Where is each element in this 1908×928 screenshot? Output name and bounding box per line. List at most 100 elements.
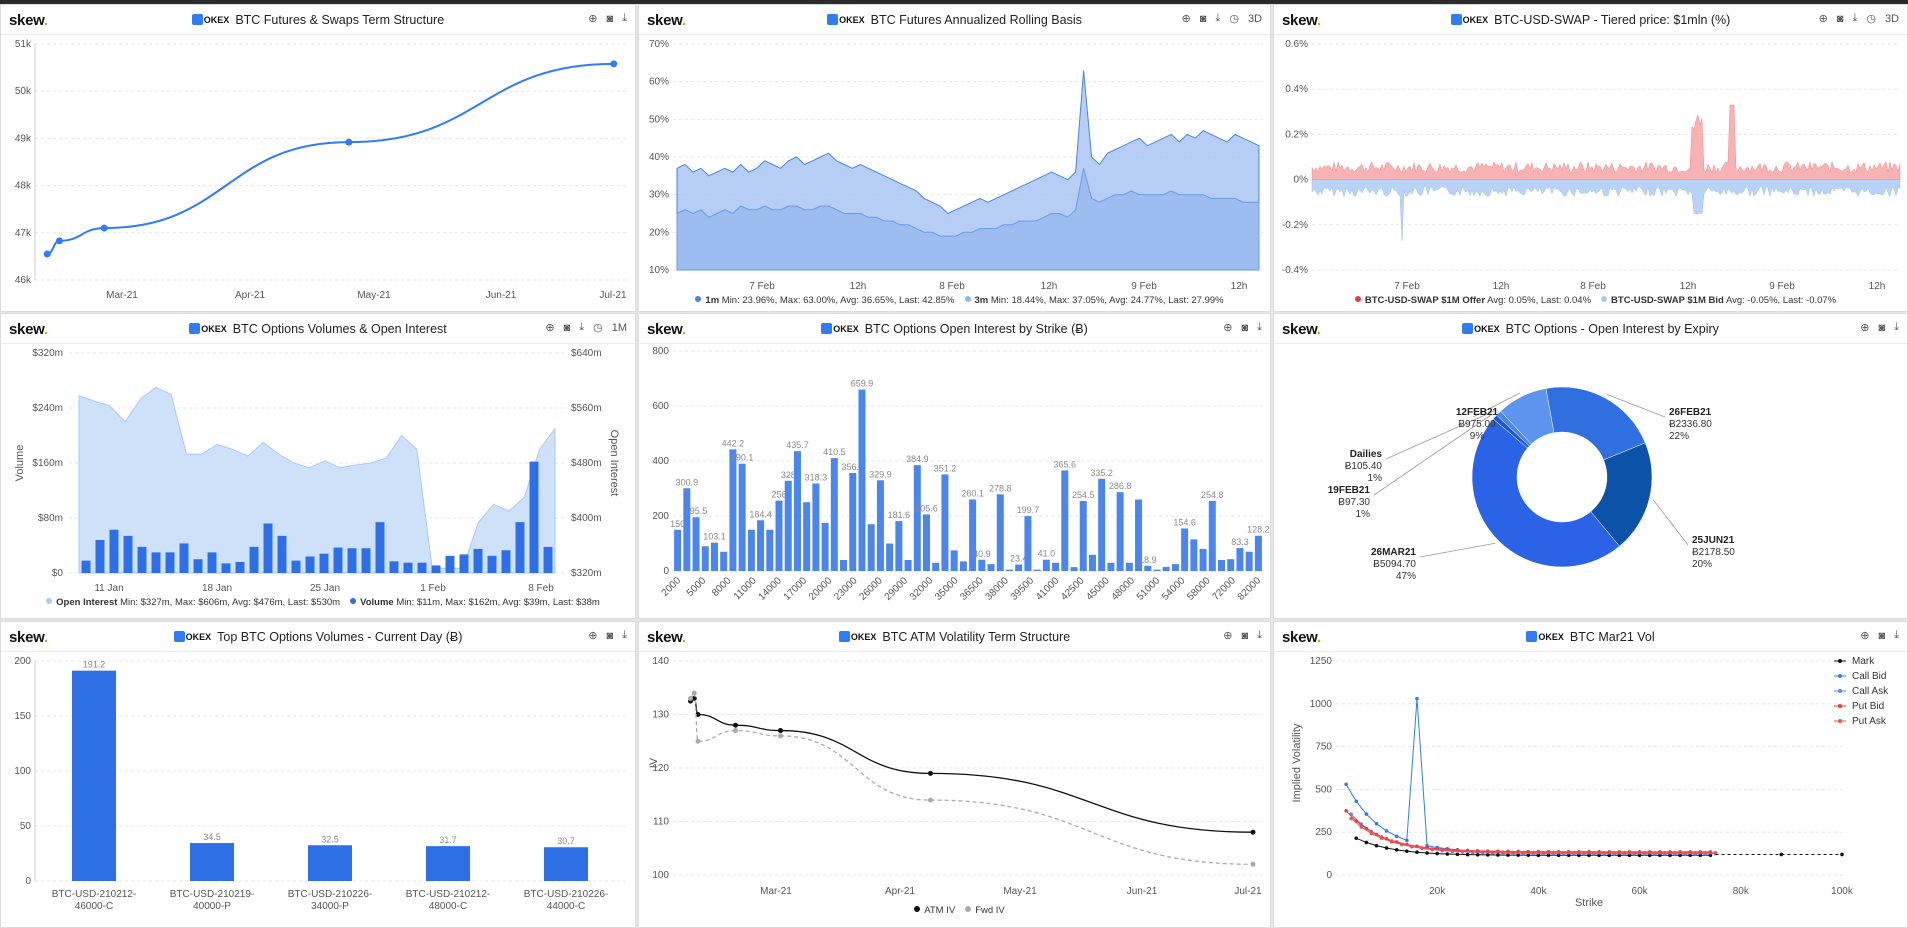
data-point[interactable] bbox=[1516, 853, 1520, 857]
volume-bar[interactable] bbox=[375, 522, 385, 573]
data-point[interactable] bbox=[688, 695, 693, 701]
data-point[interactable] bbox=[1627, 853, 1632, 858]
strike-bar[interactable] bbox=[1199, 549, 1207, 571]
data-point[interactable] bbox=[1460, 849, 1465, 854]
data-point[interactable] bbox=[1708, 853, 1713, 858]
strike-bar[interactable] bbox=[867, 524, 875, 571]
data-point[interactable] bbox=[1410, 844, 1414, 849]
data-point[interactable] bbox=[1384, 829, 1389, 833]
volume-bar[interactable] bbox=[193, 559, 203, 573]
strike-bar[interactable] bbox=[757, 520, 765, 571]
strike-bar[interactable] bbox=[1107, 562, 1115, 571]
data-point[interactable] bbox=[1359, 825, 1364, 829]
data-point[interactable] bbox=[1779, 852, 1784, 857]
strike-bar[interactable] bbox=[720, 551, 728, 571]
data-point[interactable] bbox=[1637, 853, 1642, 858]
strike-bar[interactable] bbox=[969, 499, 977, 571]
volume-bar[interactable] bbox=[487, 555, 497, 573]
camera-icon[interactable]: ◙ bbox=[1241, 321, 1249, 334]
volume-bar[interactable] bbox=[165, 552, 175, 573]
data-point[interactable] bbox=[1475, 852, 1480, 857]
volume-bar[interactable] bbox=[361, 548, 371, 573]
strike-bar[interactable] bbox=[784, 480, 792, 571]
strike-bar[interactable] bbox=[913, 465, 921, 571]
strike-bar[interactable] bbox=[775, 500, 783, 571]
data-point[interactable] bbox=[695, 738, 701, 744]
data-point[interactable] bbox=[1415, 696, 1419, 701]
strike-bar[interactable] bbox=[738, 463, 746, 571]
strike-bar[interactable] bbox=[1015, 564, 1023, 571]
data-point[interactable] bbox=[1536, 853, 1541, 858]
strike-bar[interactable] bbox=[1245, 551, 1253, 571]
data-point[interactable] bbox=[1612, 850, 1617, 855]
data-point[interactable] bbox=[1425, 851, 1429, 855]
download-icon[interactable]: ⤓ bbox=[622, 629, 627, 641]
strike-bar[interactable] bbox=[1070, 567, 1078, 571]
strike-bar[interactable] bbox=[950, 550, 958, 571]
strike-bar[interactable] bbox=[793, 451, 801, 571]
data-point[interactable] bbox=[1526, 853, 1531, 857]
data-point[interactable] bbox=[1607, 853, 1612, 858]
volume-bar[interactable] bbox=[426, 846, 470, 881]
strike-bar[interactable] bbox=[1181, 528, 1189, 571]
strike-bar[interactable] bbox=[1061, 470, 1069, 571]
data-point[interactable] bbox=[1399, 842, 1404, 847]
data-point[interactable] bbox=[1405, 838, 1409, 843]
volume-bar[interactable] bbox=[263, 523, 273, 574]
data-point[interactable] bbox=[1561, 850, 1566, 855]
strike-bar[interactable] bbox=[858, 389, 866, 571]
strike-bar[interactable] bbox=[747, 529, 755, 571]
volume-bar[interactable] bbox=[529, 461, 539, 573]
data-point[interactable] bbox=[1678, 853, 1682, 858]
strike-bar[interactable] bbox=[1227, 559, 1235, 571]
volume-bar[interactable] bbox=[515, 522, 525, 573]
strike-bar[interactable] bbox=[1153, 569, 1161, 571]
data-point[interactable] bbox=[1389, 840, 1394, 844]
volume-bar[interactable] bbox=[249, 546, 259, 573]
data-point[interactable] bbox=[1597, 853, 1601, 858]
camera-icon[interactable]: ◙ bbox=[606, 629, 614, 642]
volume-bar[interactable] bbox=[417, 562, 427, 573]
pie-slice[interactable] bbox=[1500, 388, 1555, 445]
data-point[interactable] bbox=[1668, 853, 1672, 858]
data-point[interactable] bbox=[1622, 850, 1627, 855]
volume-bar[interactable] bbox=[389, 561, 399, 573]
data-point[interactable] bbox=[345, 138, 353, 146]
data-point[interactable] bbox=[1450, 848, 1455, 853]
camera-icon[interactable]: ◙ bbox=[1199, 12, 1207, 25]
strike-bar[interactable] bbox=[1024, 516, 1032, 571]
legend-item[interactable]: Put Ask bbox=[1852, 716, 1887, 727]
pie-slice[interactable] bbox=[1471, 418, 1620, 568]
data-point[interactable] bbox=[1617, 853, 1622, 858]
strike-bar[interactable] bbox=[1218, 560, 1226, 571]
data-point[interactable] bbox=[691, 690, 697, 696]
strike-bar[interactable] bbox=[941, 474, 949, 571]
legend-item[interactable]: Put Bid bbox=[1852, 701, 1884, 712]
data-point[interactable] bbox=[1511, 850, 1515, 855]
data-point[interactable] bbox=[610, 60, 618, 68]
camera-icon[interactable]: ◙ bbox=[1878, 321, 1886, 334]
add-icon[interactable]: ⊕ bbox=[1860, 630, 1870, 642]
strike-bar[interactable] bbox=[821, 522, 829, 571]
strike-bar[interactable] bbox=[1208, 500, 1216, 571]
data-point[interactable] bbox=[1364, 840, 1369, 845]
download-icon[interactable]: ⤓ bbox=[622, 12, 627, 24]
volume-bar[interactable] bbox=[109, 529, 119, 573]
add-icon[interactable]: ⊕ bbox=[1860, 322, 1870, 334]
data-point[interactable] bbox=[1647, 853, 1652, 858]
data-point[interactable] bbox=[1546, 853, 1551, 858]
data-point[interactable] bbox=[928, 770, 933, 776]
data-point[interactable] bbox=[778, 733, 783, 739]
data-point[interactable] bbox=[1405, 849, 1409, 854]
data-point[interactable] bbox=[1354, 799, 1359, 804]
data-point[interactable] bbox=[1602, 850, 1606, 855]
data-point[interactable] bbox=[1582, 850, 1586, 855]
data-point[interactable] bbox=[1415, 850, 1419, 855]
volume-bar[interactable] bbox=[179, 543, 189, 573]
strike-bar[interactable] bbox=[978, 559, 986, 571]
camera-icon[interactable]: ◙ bbox=[1836, 12, 1844, 25]
strike-bar[interactable] bbox=[1162, 566, 1170, 571]
add-icon[interactable]: ⊕ bbox=[1181, 13, 1191, 25]
data-point[interactable] bbox=[1506, 853, 1510, 857]
strike-bar[interactable] bbox=[1052, 562, 1060, 571]
